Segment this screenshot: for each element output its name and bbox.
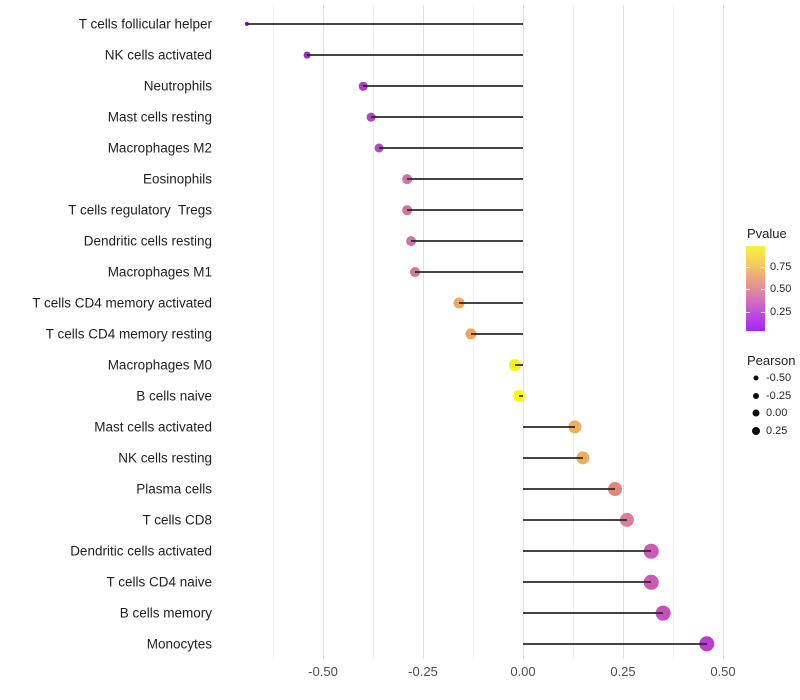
colorbar-tick (761, 267, 765, 269)
lollipop-stick (523, 488, 615, 490)
colorbar-tick (761, 289, 765, 291)
lollipop-stick (407, 209, 523, 211)
lollipop-stick (523, 643, 707, 645)
category-label: NK cells resting (118, 450, 212, 466)
colorbar-tick-label: 0.50 (770, 283, 792, 296)
lollipop-stick (307, 54, 523, 56)
lollipop-dot (643, 574, 659, 590)
lollipop-stick (523, 612, 663, 614)
x-tick-label: 0.25 (610, 664, 636, 679)
pearson-size-dot (753, 392, 759, 399)
colorbar-tick (746, 289, 750, 291)
category-label: T cells CD4 memory activated (32, 295, 212, 311)
lollipop-dot (699, 636, 715, 652)
category-label: Macrophages M1 (107, 264, 212, 280)
x-tick-label: 0.50 (710, 664, 736, 679)
pearson-size-dot (752, 427, 760, 436)
lollipop-stick (411, 240, 523, 242)
pearson-size-label: -0.25 (766, 389, 792, 402)
lollipop-stick (247, 23, 523, 25)
lollipop-dot (608, 482, 622, 496)
lollipop-stick (523, 550, 651, 552)
category-label: T cells follicular helper (78, 16, 212, 32)
pvalue-legend-title: Pvalue (747, 226, 787, 241)
pearson-size-label: -0.50 (766, 372, 792, 384)
category-label: Macrophages M2 (107, 140, 212, 156)
category-label: Plasma cells (136, 481, 212, 497)
lollipop-dot (655, 605, 671, 621)
minor-gridline (373, 5, 374, 659)
pearson-size-label: 0.25 (766, 425, 788, 438)
lollipop-dot (576, 451, 590, 465)
x-tick-label: -0.50 (308, 664, 338, 679)
category-label: B cells naive (136, 388, 212, 404)
x-tick-label: 0.00 (510, 664, 536, 679)
minor-gridline (573, 5, 574, 659)
pvalue-colorbar (746, 246, 765, 331)
major-gridline (623, 5, 624, 659)
pearson-size-label: 0.00 (766, 407, 788, 420)
colorbar-tick (746, 311, 750, 313)
lollipop-stick (471, 333, 523, 335)
category-label: Dendritic cells activated (70, 543, 212, 559)
lollipop-stick (415, 271, 523, 273)
major-gridline (323, 5, 324, 659)
lollipop-dot (568, 420, 582, 434)
lollipop-stick (515, 364, 523, 366)
lollipop-stick (523, 426, 575, 428)
minor-gridline (273, 5, 274, 659)
colorbar-tick (746, 267, 750, 269)
category-label: Mast cells activated (94, 419, 212, 435)
category-label: Dendritic cells resting (83, 233, 212, 249)
major-gridline (723, 5, 724, 659)
category-label: Monocytes (146, 636, 212, 652)
lollipop-stick (379, 147, 523, 149)
lollipop-stick (519, 395, 523, 397)
category-label: Mast cells resting (107, 109, 212, 125)
colorbar-tick-label: 0.25 (770, 305, 792, 318)
category-label: Neutrophils (143, 78, 212, 94)
lollipop-dot (643, 543, 659, 559)
lollipop-stick (371, 116, 523, 118)
category-label: T cells CD4 naive (106, 574, 212, 590)
category-label: T cells CD4 memory resting (45, 326, 212, 342)
lollipop-dot (619, 512, 635, 528)
pearson-legend-title: Pearson (747, 353, 796, 368)
pearson-size-dot (752, 409, 760, 417)
lollipop-stick (523, 457, 583, 459)
x-tick-label: -0.25 (408, 664, 438, 679)
lollipop-stick (523, 581, 651, 583)
colorbar-tick-label: 0.75 (770, 261, 792, 274)
major-gridline (423, 5, 424, 659)
category-label: NK cells activated (104, 47, 212, 63)
category-label: B cells memory (119, 605, 212, 621)
category-label: Macrophages M0 (107, 357, 212, 373)
category-label: T cells CD8 (142, 512, 212, 528)
category-label: T cells regulatory Tregs (68, 202, 212, 218)
lollipop-stick (407, 178, 523, 180)
lollipop-stick (363, 85, 523, 87)
lollipop-stick (459, 302, 523, 304)
colorbar-tick (761, 311, 765, 313)
minor-gridline (673, 5, 674, 659)
category-label: Eosinophils (142, 171, 212, 187)
pearson-size-dot (753, 375, 759, 381)
lollipop-stick (523, 519, 627, 521)
major-gridline (523, 5, 524, 659)
